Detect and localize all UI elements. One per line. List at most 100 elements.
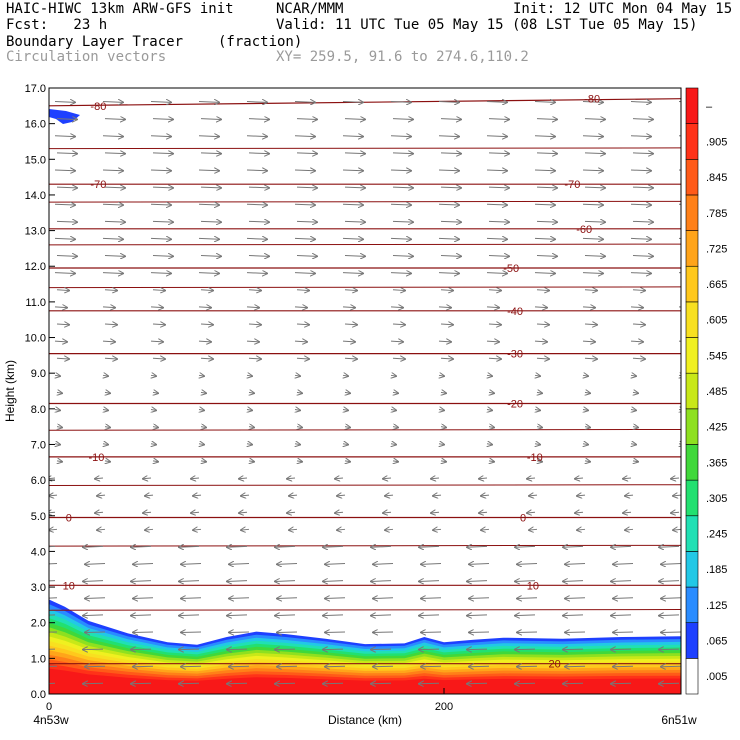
vector-arrow <box>193 495 202 496</box>
y-tick-label: 16.0 <box>25 119 46 131</box>
vector-arrow <box>342 102 363 103</box>
vector-arrow <box>393 461 398 462</box>
vector-arrow <box>227 683 248 684</box>
colorbar-label: .665 <box>706 279 727 291</box>
vector-arrow <box>488 153 509 154</box>
vector-arrow <box>582 102 603 103</box>
vector-arrow <box>536 290 549 291</box>
vector-arrow <box>296 256 317 257</box>
vector-arrow <box>440 290 453 291</box>
plot-title: HAIC-HIWC 13km ARW-GFS init <box>6 1 234 17</box>
vector-arrow <box>431 512 440 513</box>
vector-arrow <box>151 375 156 376</box>
vector-arrow <box>56 358 69 359</box>
vector-arrow <box>565 632 586 633</box>
vector-arrow <box>104 358 117 359</box>
vector-arrow <box>344 358 357 359</box>
vector-arrow <box>613 564 634 565</box>
vector-arrow <box>565 666 586 667</box>
vector-arrow <box>467 683 488 684</box>
vector-arrow <box>419 546 440 547</box>
contour-label: -10 <box>88 452 104 464</box>
vector-arrow <box>152 358 165 359</box>
vector-arrow <box>249 427 254 428</box>
contour-line <box>49 147 681 150</box>
vector-arrow <box>323 683 344 684</box>
vector-arrow <box>371 683 392 684</box>
vector-arrow <box>632 290 645 291</box>
vector-arrow <box>467 546 488 547</box>
vector-arrow <box>440 324 453 325</box>
vector-arrow <box>392 256 413 257</box>
vector-arrow <box>439 410 444 411</box>
vector-arrow <box>659 615 680 616</box>
vector-arrow <box>239 512 248 513</box>
vector-arrow <box>49 495 58 496</box>
vector-arrow <box>133 632 154 633</box>
vector-arrow <box>537 392 542 393</box>
vector-arrow <box>104 187 125 188</box>
vector-arrow <box>200 119 221 120</box>
vector-arrow <box>325 598 346 599</box>
vector-arrow <box>585 427 590 428</box>
vector-arrow <box>246 102 267 103</box>
vector-arrow <box>275 649 296 650</box>
vector-arrow <box>575 512 584 513</box>
vector-arrow <box>630 341 643 342</box>
vector-arrow <box>55 410 60 411</box>
vector-arrow <box>536 324 549 325</box>
vector-arrow <box>611 683 632 684</box>
vector-arrow <box>179 649 200 650</box>
vector-arrow <box>385 495 394 496</box>
vector-arrow <box>335 478 344 479</box>
vector-arrow <box>248 153 269 154</box>
vector-arrow <box>289 529 298 530</box>
vector-arrow <box>633 461 638 462</box>
vector-arrow <box>344 153 365 154</box>
vector-arrow <box>515 546 536 547</box>
vector-arrow <box>681 392 686 393</box>
colorbar-label: .905 <box>706 136 727 148</box>
x-end-label-left: 4n53w <box>33 713 69 727</box>
vector-arrow <box>630 136 651 137</box>
vector-arrow <box>391 410 396 411</box>
vector-arrow <box>583 375 588 376</box>
vector-arrow <box>57 392 62 393</box>
vector-arrow <box>54 170 75 171</box>
vector-arrow <box>295 375 300 376</box>
vector-arrow <box>342 238 363 239</box>
vector-arrow <box>431 478 440 479</box>
vector-arrow <box>421 564 442 565</box>
vector-arrow <box>342 307 355 308</box>
vector-arrow <box>536 187 557 188</box>
vector-arrow <box>54 341 67 342</box>
vector-arrow <box>57 427 62 428</box>
vector-arrow <box>585 461 590 462</box>
vector-arrow <box>536 153 557 154</box>
vector-arrow <box>390 273 411 274</box>
vector-arrow <box>104 256 125 257</box>
vector-arrow <box>275 581 296 582</box>
vector-arrow <box>659 649 680 650</box>
vector-arrow <box>248 119 269 120</box>
vector-arrow <box>661 632 681 633</box>
vector-arrow <box>486 204 507 205</box>
vector-arrow <box>248 358 261 359</box>
vector-arrow <box>103 375 108 376</box>
vector-arrow <box>131 615 152 616</box>
vector-arrow <box>584 153 605 154</box>
vector-arrow <box>390 170 411 171</box>
vector-arrow <box>623 478 632 479</box>
vector-arrow <box>145 495 154 496</box>
contour-label: -30 <box>507 349 523 361</box>
contour-label: 20 <box>548 659 560 671</box>
vector-arrow <box>246 273 267 274</box>
vector-arrow <box>95 478 104 479</box>
vector-arrow <box>584 119 605 120</box>
vector-arrow <box>287 478 296 479</box>
vector-arrow <box>440 119 461 120</box>
contour-label: -70 <box>90 179 106 191</box>
contour-line <box>49 544 681 547</box>
vector-arrow <box>248 187 269 188</box>
vector-arrow <box>102 170 123 171</box>
